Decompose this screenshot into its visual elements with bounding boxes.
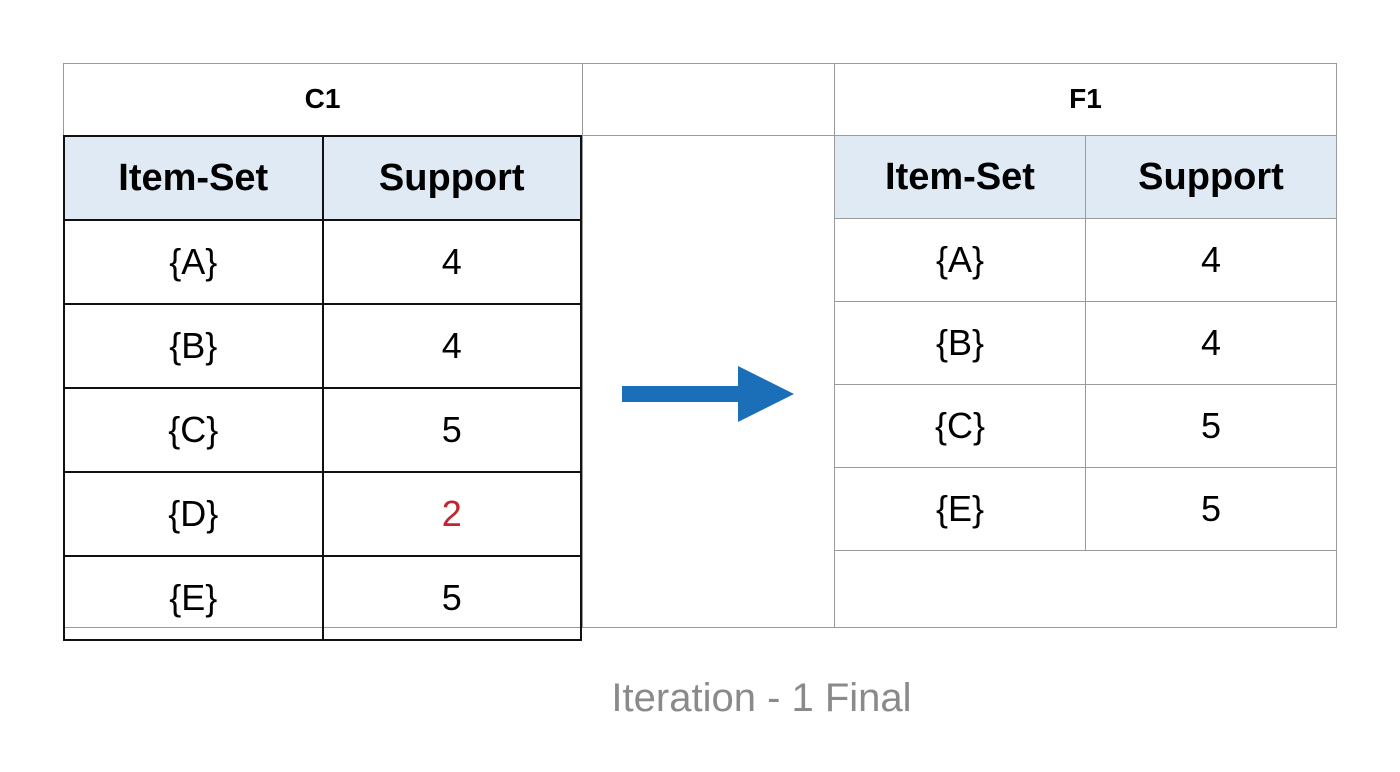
support-cell: 5 xyxy=(1085,384,1337,468)
support-cell: 4 xyxy=(321,303,582,389)
support-cell: 5 xyxy=(321,555,582,641)
table-row: {A} 4 xyxy=(63,219,582,305)
itemset-cell: {A} xyxy=(834,218,1086,302)
f1-header-support: Support xyxy=(1085,135,1337,219)
table-row: {C} 5 xyxy=(63,387,582,473)
diagram-caption: Iteration - 1 Final xyxy=(611,676,912,720)
support-cell: 5 xyxy=(321,387,582,473)
pruned-support-cell: 2 xyxy=(321,471,582,557)
table-row: {E} 5 xyxy=(834,467,1337,551)
f1-table: Item-Set Support {A} 4 {B} 4 {C} 5 {E} 5 xyxy=(834,135,1337,551)
table-row: {E} 5 xyxy=(63,555,582,641)
right-arrow-icon xyxy=(622,366,794,422)
itemset-cell: {B} xyxy=(63,303,324,389)
support-cell: 4 xyxy=(1085,218,1337,302)
itemset-cell: {D} xyxy=(63,471,324,557)
f1-header-row: Item-Set Support xyxy=(834,135,1337,219)
itemset-cell: {E} xyxy=(834,467,1086,551)
c1-header-itemset: Item-Set xyxy=(63,135,324,221)
frame-divider-left xyxy=(582,63,583,628)
frame-divider-middle xyxy=(582,135,834,136)
c1-header-row: Item-Set Support xyxy=(63,135,582,221)
itemset-cell: {B} xyxy=(834,301,1086,385)
itemset-cell: {A} xyxy=(63,219,324,305)
itemset-cell: {C} xyxy=(834,384,1086,468)
table-row: {B} 4 xyxy=(834,301,1337,385)
f1-title: F1 xyxy=(1069,83,1102,114)
table-row: {B} 4 xyxy=(63,303,582,389)
f1-header-itemset: Item-Set xyxy=(834,135,1086,219)
c1-title: C1 xyxy=(304,83,341,114)
itemset-cell: {C} xyxy=(63,387,324,473)
c1-table: Item-Set Support {A} 4 {B} 4 {C} 5 {D} 2… xyxy=(63,135,582,641)
c1-header-support: Support xyxy=(321,135,582,221)
support-cell: 4 xyxy=(1085,301,1337,385)
table-row: {D} 2 xyxy=(63,471,582,557)
table-row: {A} 4 xyxy=(834,218,1337,302)
table-row: {C} 5 xyxy=(834,384,1337,468)
itemset-cell: {E} xyxy=(63,555,324,641)
support-cell: 5 xyxy=(1085,467,1337,551)
support-cell: 4 xyxy=(321,219,582,305)
